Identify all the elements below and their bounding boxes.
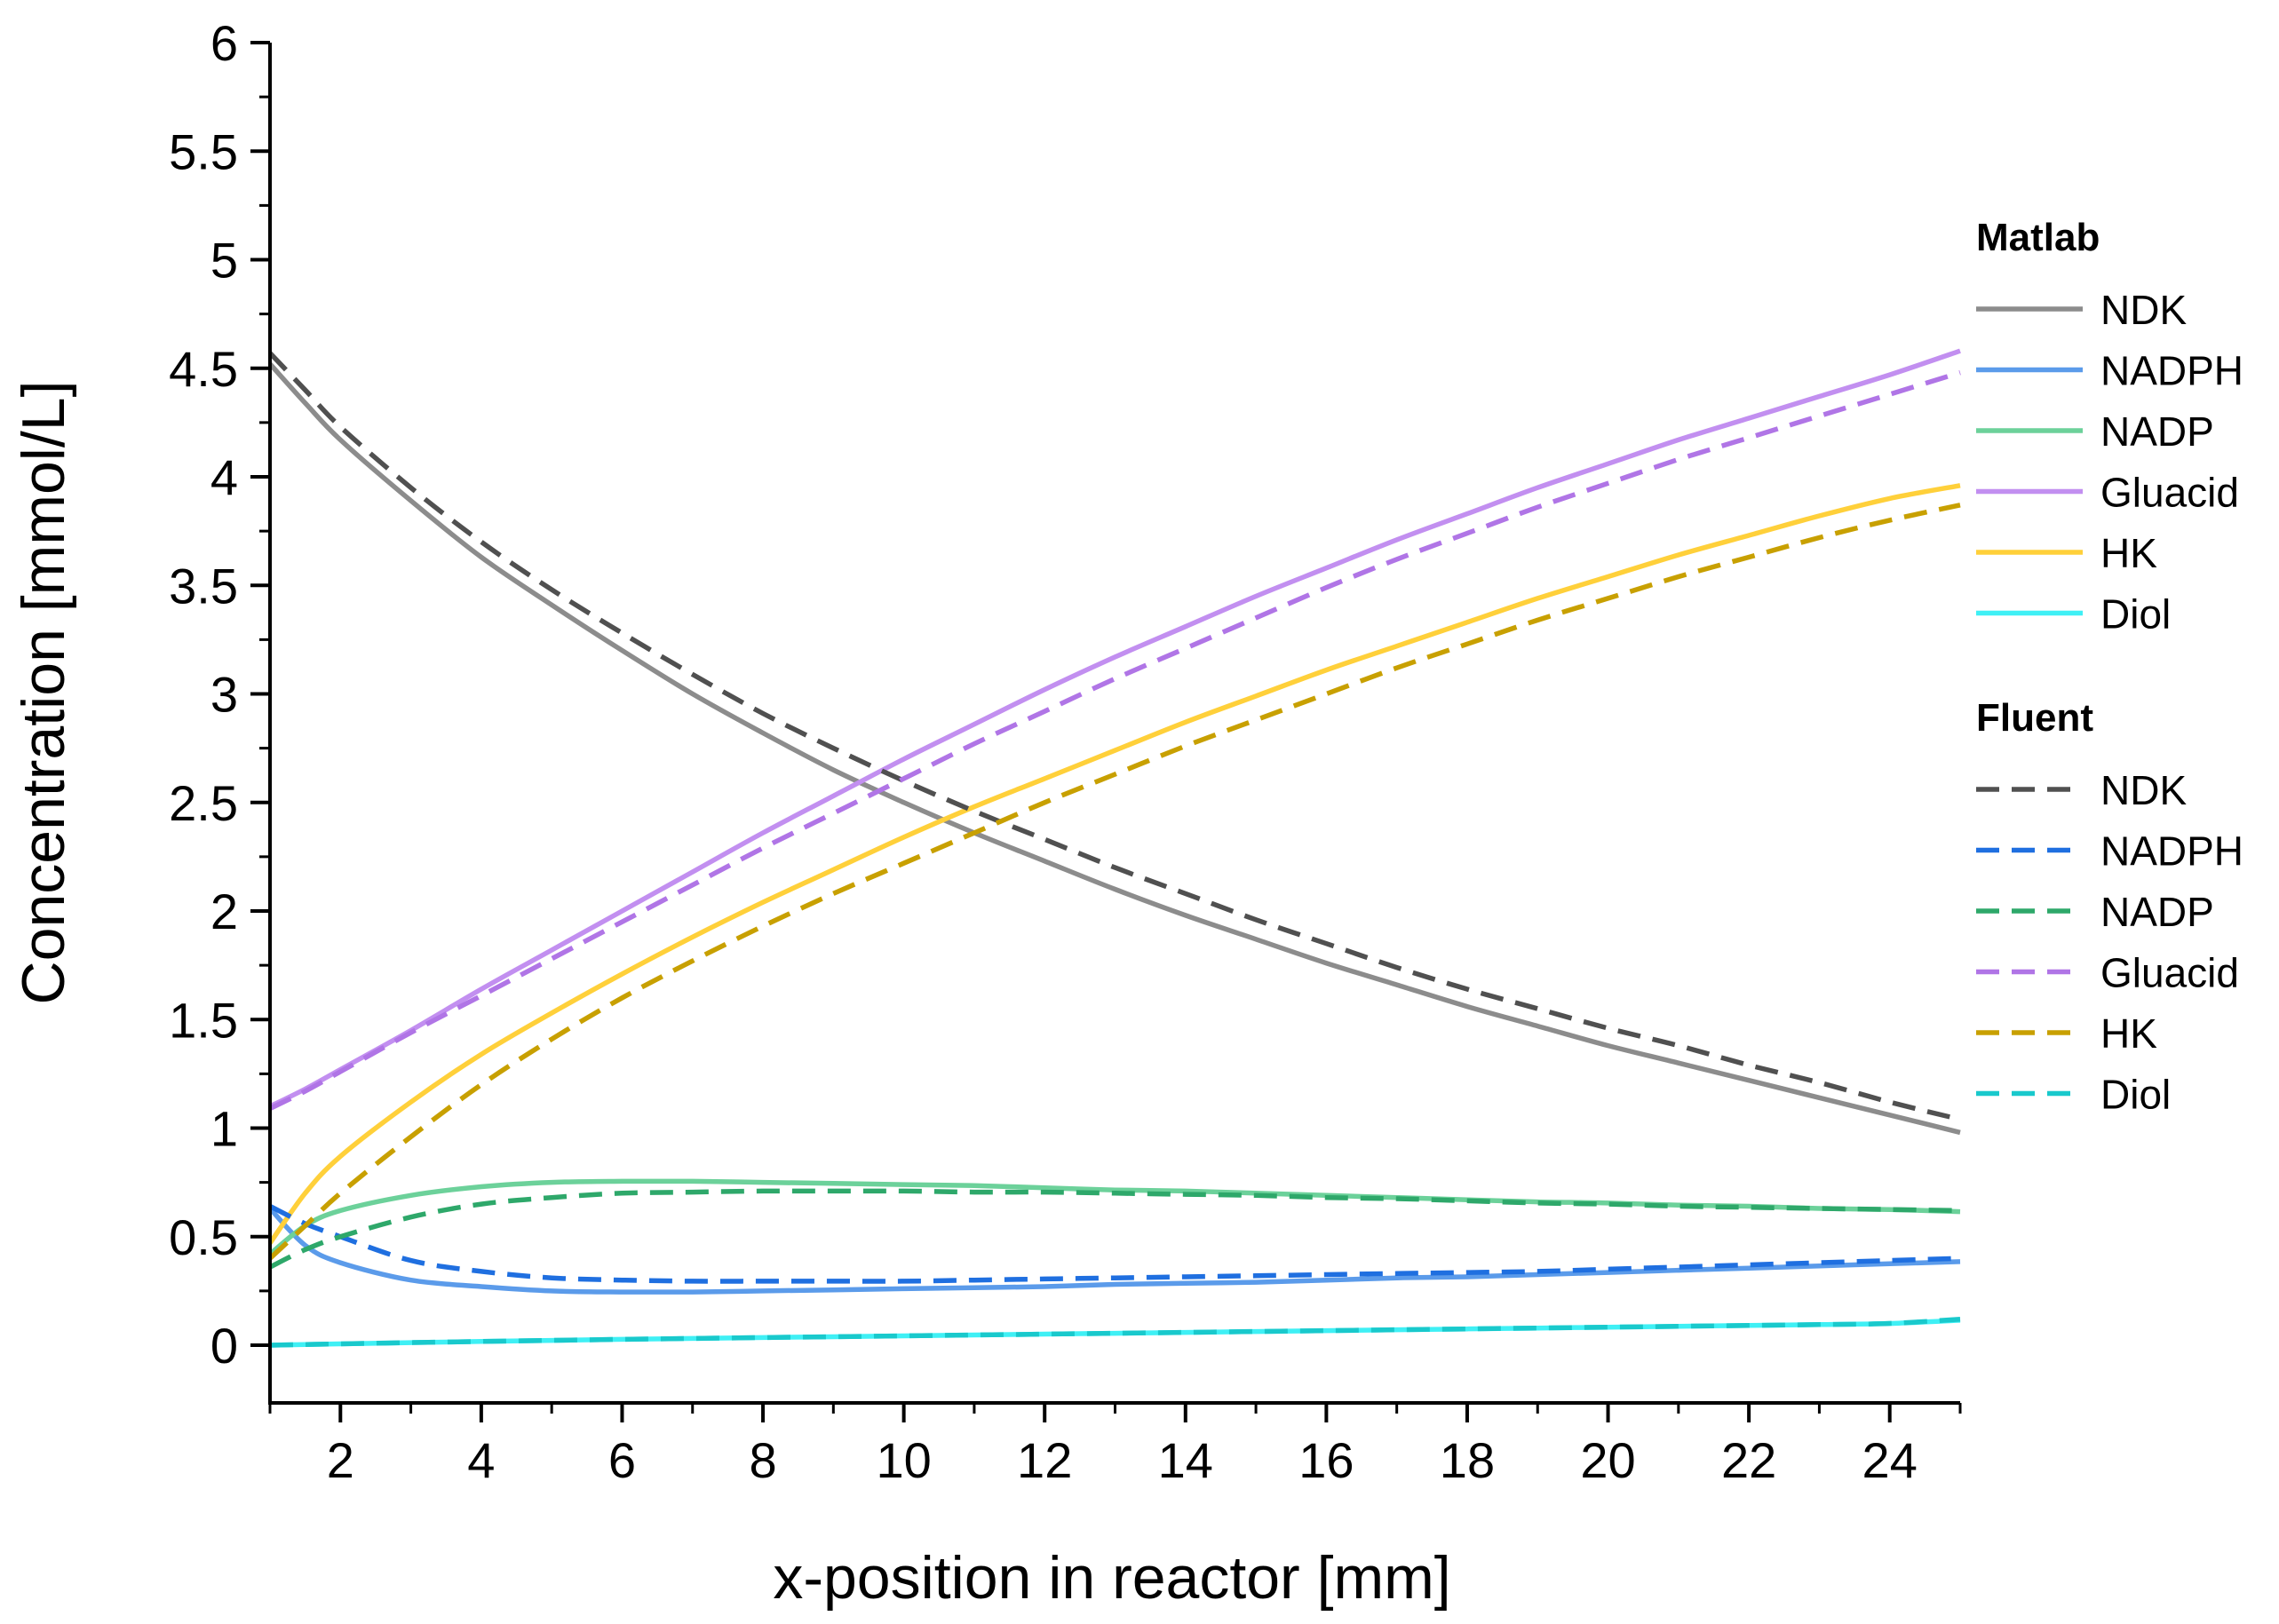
legend-label: NADPH xyxy=(2100,828,2243,875)
series-matlab-ndk xyxy=(267,362,1961,1136)
y-tick-label: 0 xyxy=(210,1318,238,1374)
series-fluent-gluacid xyxy=(268,369,1961,1111)
legend-label: NADPH xyxy=(2100,348,2243,394)
legend-group-title: Matlab xyxy=(1976,216,2100,259)
x-tick-label: 8 xyxy=(749,1432,776,1488)
ticks: 00.511.522.533.544.555.562 4 6 8 10 12 14 16 18 2… xyxy=(169,15,1962,1488)
series-fluent-nadph xyxy=(268,1204,1961,1284)
x-tick-label: 16 xyxy=(1298,1432,1354,1488)
y-tick-label: 3 xyxy=(210,667,238,723)
y-tick-label: 1 xyxy=(210,1101,238,1157)
series-layer xyxy=(267,348,1961,1348)
legend-label: HK xyxy=(2100,530,2157,576)
series-matlab-gluacid xyxy=(268,348,1961,1109)
legend-label: NDK xyxy=(2100,287,2187,333)
legend-label: NDK xyxy=(2100,767,2187,813)
y-axis-title: Concentration [mmol/L] xyxy=(10,381,77,1005)
series-matlab-nadph xyxy=(267,1207,1961,1295)
series-fluent-nadp xyxy=(268,1188,1961,1270)
legend: MatlabNDKNADPHNADPGluacidHKDiolFluentNDK… xyxy=(1976,216,2243,1118)
y-tick-label: 3.5 xyxy=(169,558,238,614)
y-tick-label: 4.5 xyxy=(169,341,238,397)
legend-label: Diol xyxy=(2100,1072,2171,1118)
legend-label: Gluacid xyxy=(2100,950,2239,996)
x-tick-label: 20 xyxy=(1580,1432,1635,1488)
legend-label: NADP xyxy=(2100,408,2214,455)
series-matlab-nadp xyxy=(268,1178,1961,1256)
legend-group-title: Fluent xyxy=(1976,696,2093,740)
x-tick-label: 22 xyxy=(1721,1432,1776,1488)
legend-label: Diol xyxy=(2100,591,2171,638)
y-tick-label: 5.5 xyxy=(169,123,238,179)
series-fluent-ndk xyxy=(267,351,1961,1122)
y-tick-label: 1.5 xyxy=(169,992,238,1048)
x-tick-label: 6 xyxy=(608,1432,636,1488)
y-tick-label: 4 xyxy=(210,449,238,505)
y-tick-label: 0.5 xyxy=(169,1209,238,1265)
legend-label: NADP xyxy=(2100,889,2214,935)
x-tick-label: 10 xyxy=(876,1432,931,1488)
x-tick-label: 12 xyxy=(1017,1432,1072,1488)
x-tick-label: 24 xyxy=(1862,1432,1918,1488)
x-tick-label: 2 xyxy=(327,1432,354,1488)
series-fluent-diol xyxy=(269,1316,1961,1348)
y-tick-label: 6 xyxy=(210,15,238,71)
x-axis-title: x-position in reactor [mm] xyxy=(773,1544,1450,1612)
series-matlab-hk xyxy=(267,483,1961,1245)
y-tick-label: 5 xyxy=(210,233,238,289)
series-fluent-hk xyxy=(268,503,1961,1261)
x-tick-label: 4 xyxy=(467,1432,495,1488)
legend-label: HK xyxy=(2100,1010,2157,1057)
x-tick-label: 18 xyxy=(1440,1432,1495,1488)
y-tick-label: 2.5 xyxy=(169,775,238,831)
y-tick-label: 2 xyxy=(210,883,238,939)
x-tick-label: 14 xyxy=(1158,1432,1213,1488)
legend-label: Gluacid xyxy=(2100,470,2239,516)
